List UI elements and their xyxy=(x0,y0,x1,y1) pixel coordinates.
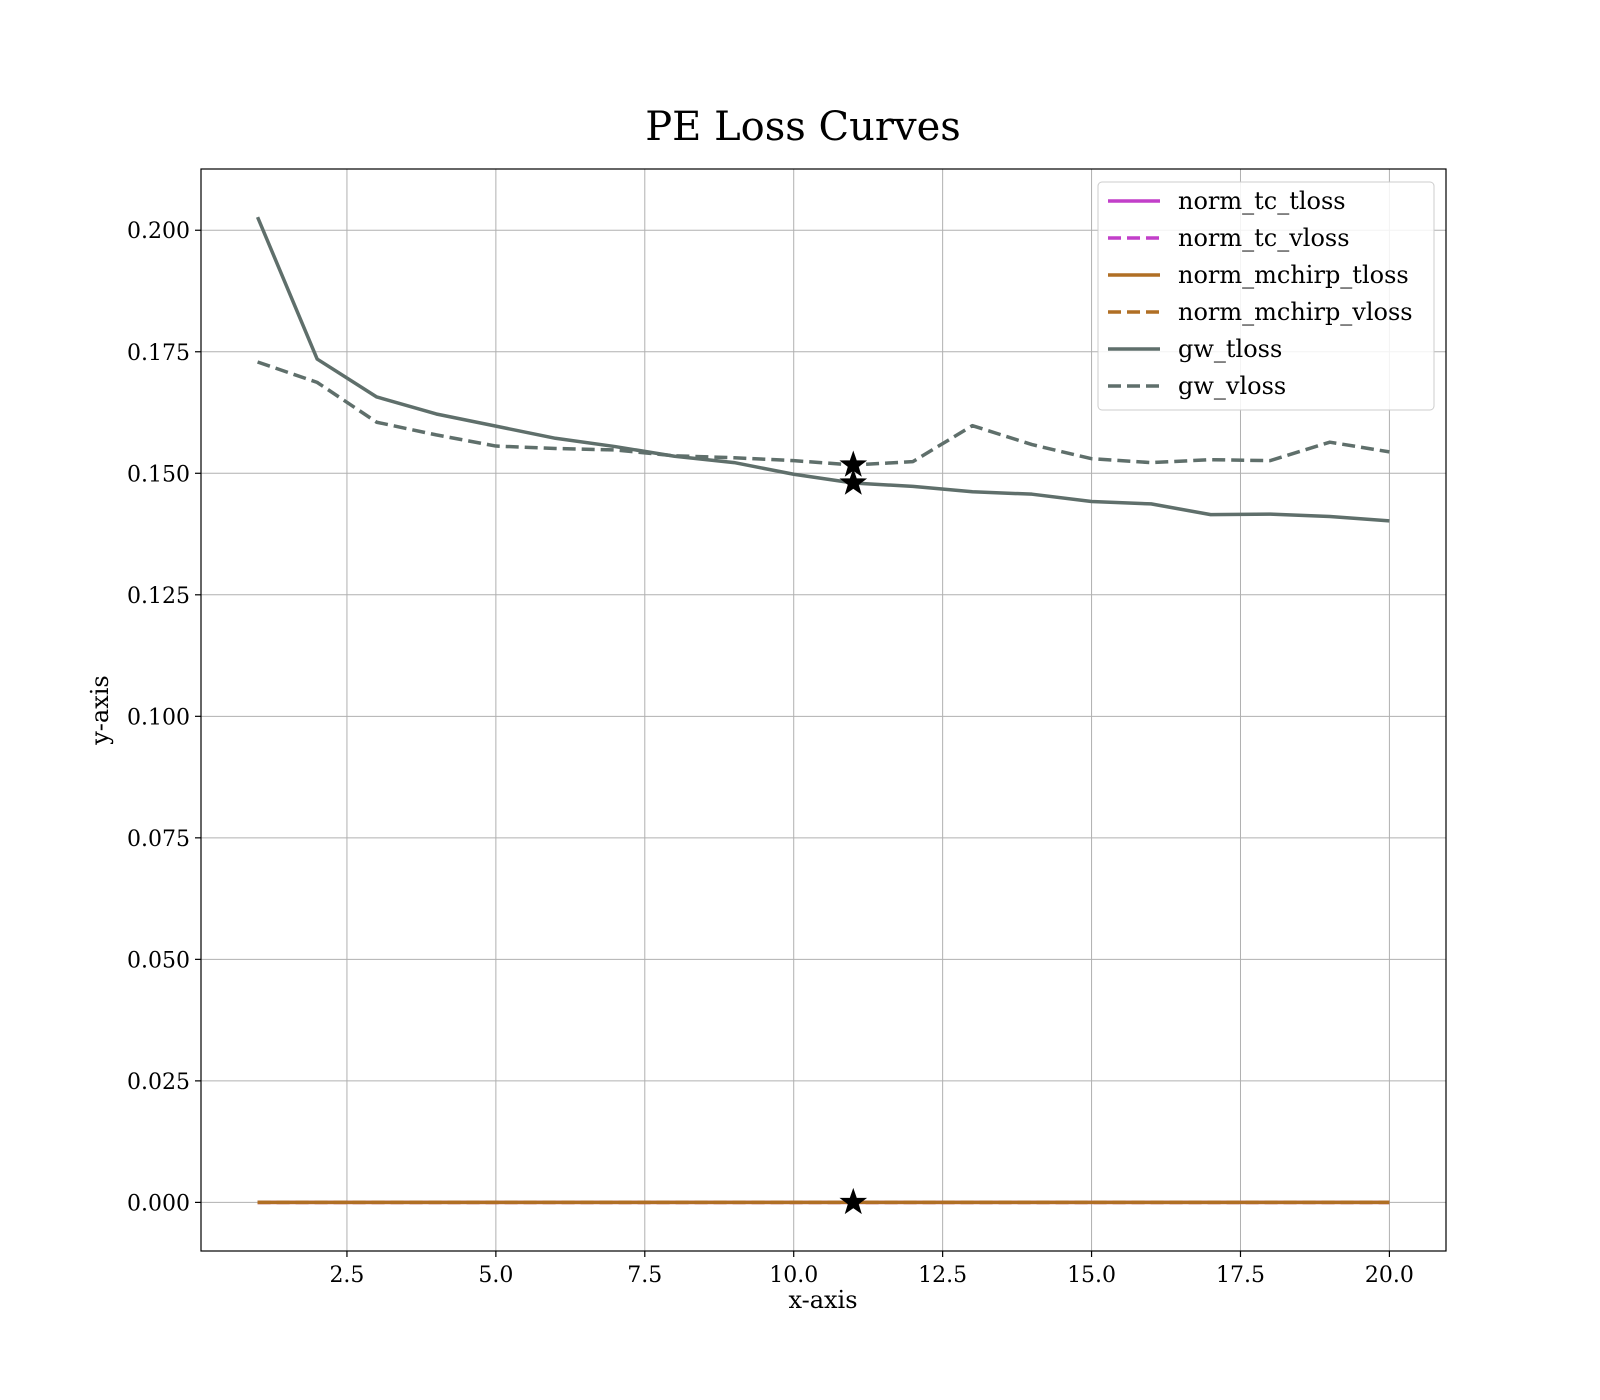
chart-title: PE Loss Curves xyxy=(645,104,961,150)
x-axis: 2.5 5.0 7.5 10.0 12.5 15.0 17.5 20.0 xyxy=(329,1251,1414,1288)
x-axis-label: x-axis xyxy=(788,1286,857,1314)
series-lines xyxy=(255,216,1390,1205)
x-tick-label: 10.0 xyxy=(769,1263,818,1288)
legend-item: norm_mchirp_tloss xyxy=(1108,261,1409,289)
y-tick-label: 0.150 xyxy=(127,462,190,487)
y-tick-label: 0.000 xyxy=(127,1191,190,1216)
best-epoch-markers xyxy=(839,450,868,1215)
x-tick-label: 2.5 xyxy=(329,1263,364,1288)
x-tick-label: 5.0 xyxy=(478,1263,513,1288)
y-tick-label: 0.175 xyxy=(127,341,190,366)
star-marker xyxy=(839,468,868,495)
plot-area-frame xyxy=(200,168,1447,1252)
legend-label: norm_mchirp_tloss xyxy=(1178,261,1409,289)
x-tick-label: 7.5 xyxy=(627,1263,662,1288)
x-tick-label: 12.5 xyxy=(918,1263,967,1288)
legend-label: gw_tloss xyxy=(1178,335,1282,363)
legend-item: gw_vloss xyxy=(1108,372,1286,400)
y-tick-label: 0.075 xyxy=(127,827,190,852)
star-marker xyxy=(839,1187,868,1215)
legend-label: norm_tc_tloss xyxy=(1178,187,1346,215)
y-tick-label: 0.100 xyxy=(127,705,190,730)
legend-item: norm_mchirp_vloss xyxy=(1108,298,1413,326)
series-line-gw-tloss xyxy=(255,216,1390,523)
y-axis-label: y-axis xyxy=(86,675,114,746)
y-tick-label: 0.050 xyxy=(127,948,190,973)
legend-item: norm_tc_tloss xyxy=(1108,187,1346,215)
x-tick-label: 17.5 xyxy=(1216,1263,1265,1288)
y-tick-label: 0.200 xyxy=(127,219,190,244)
y-tick-label: 0.125 xyxy=(127,584,190,609)
legend-label: gw_vloss xyxy=(1178,372,1286,400)
x-tick-label: 15.0 xyxy=(1067,1263,1116,1288)
y-tick-label: 0.025 xyxy=(127,1070,190,1095)
series-line-gw-vloss xyxy=(257,360,1390,467)
x-tick-label: 20.0 xyxy=(1365,1263,1414,1288)
legend-label: norm_mchirp_vloss xyxy=(1178,298,1413,326)
legend-box xyxy=(1097,181,1435,411)
legend-item: norm_tc_vloss xyxy=(1108,224,1350,252)
legend-label: norm_tc_vloss xyxy=(1178,224,1350,252)
y-axis: 0.000 0.025 0.050 0.075 0.100 0.125 0.150 0.175… xyxy=(127,219,201,1216)
legend-item: gw_tloss xyxy=(1108,335,1282,363)
legend: norm_tc_tloss norm_tc_vloss norm_mchirp_tl… xyxy=(1097,181,1435,411)
